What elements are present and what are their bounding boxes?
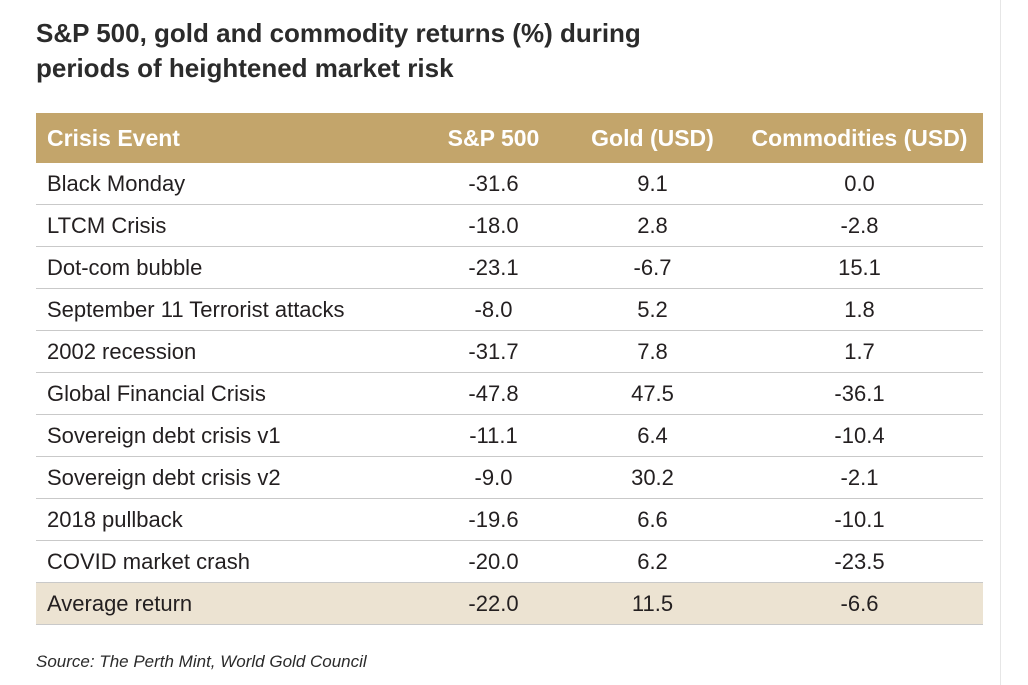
cell-crisis-event: Sovereign debt crisis v2	[36, 456, 418, 499]
table-row: LTCM Crisis -18.0 2.8 -2.8	[36, 204, 983, 247]
header-commodities: Commodities (USD)	[736, 113, 983, 163]
cell-average-gold: 11.5	[569, 582, 736, 625]
cell-gold: 47.5	[569, 372, 736, 415]
cell-sp500: -9.0	[418, 456, 569, 499]
right-divider	[1000, 0, 1001, 685]
cell-sp500: -20.0	[418, 540, 569, 583]
table-row: 2018 pullback -19.6 6.6 -10.1	[36, 498, 983, 541]
cell-commodities: -23.5	[736, 540, 983, 583]
table-row: September 11 Terrorist attacks -8.0 5.2 …	[36, 288, 983, 331]
cell-gold: 6.4	[569, 414, 736, 457]
cell-average-commodities: -6.6	[736, 582, 983, 625]
cell-crisis-event: COVID market crash	[36, 540, 418, 583]
cell-gold: -6.7	[569, 246, 736, 289]
cell-sp500: -8.0	[418, 288, 569, 331]
cell-gold: 6.2	[569, 540, 736, 583]
cell-crisis-event: Global Financial Crisis	[36, 372, 418, 415]
cell-crisis-event: September 11 Terrorist attacks	[36, 288, 418, 331]
cell-commodities: -10.4	[736, 414, 983, 457]
table-body: Black Monday -31.6 9.1 0.0 LTCM Crisis -…	[36, 163, 983, 625]
cell-commodities: 1.8	[736, 288, 983, 331]
cell-crisis-event: Sovereign debt crisis v1	[36, 414, 418, 457]
cell-sp500: -18.0	[418, 204, 569, 247]
cell-average-sp500: -22.0	[418, 582, 569, 625]
table-row: Sovereign debt crisis v1 -11.1 6.4 -10.4	[36, 414, 983, 457]
title-line-2: periods of heightened market risk	[36, 53, 454, 83]
cell-commodities: -36.1	[736, 372, 983, 415]
table-header: Crisis Event S&P 500 Gold (USD) Commodit…	[36, 113, 983, 163]
cell-commodities: -2.1	[736, 456, 983, 499]
cell-sp500: -19.6	[418, 498, 569, 541]
cell-sp500: -11.1	[418, 414, 569, 457]
header-sp500: S&P 500	[418, 113, 569, 163]
returns-table: Crisis Event S&P 500 Gold (USD) Commodit…	[36, 113, 983, 625]
table-row: Black Monday -31.6 9.1 0.0	[36, 163, 983, 205]
chart-title: S&P 500, gold and commodity returns (%) …	[36, 16, 736, 86]
cell-crisis-event: 2002 recession	[36, 330, 418, 373]
header-gold: Gold (USD)	[569, 113, 736, 163]
cell-sp500: -31.6	[418, 163, 569, 205]
cell-commodities: -10.1	[736, 498, 983, 541]
cell-gold: 7.8	[569, 330, 736, 373]
title-line-1: S&P 500, gold and commodity returns (%) …	[36, 18, 641, 48]
cell-average-label: Average return	[36, 582, 418, 625]
cell-commodities: 0.0	[736, 163, 983, 205]
source-note: Source: The Perth Mint, World Gold Counc…	[36, 652, 367, 671]
table-row: Dot-com bubble -23.1 -6.7 15.1	[36, 246, 983, 289]
cell-sp500: -47.8	[418, 372, 569, 415]
table-row: Global Financial Crisis -47.8 47.5 -36.1	[36, 372, 983, 415]
cell-sp500: -31.7	[418, 330, 569, 373]
cell-gold: 30.2	[569, 456, 736, 499]
cell-gold: 9.1	[569, 163, 736, 205]
cell-crisis-event: Black Monday	[36, 163, 418, 205]
cell-crisis-event: Dot-com bubble	[36, 246, 418, 289]
header-row: Crisis Event S&P 500 Gold (USD) Commodit…	[36, 113, 983, 163]
cell-crisis-event: LTCM Crisis	[36, 204, 418, 247]
cell-gold: 2.8	[569, 204, 736, 247]
cell-gold: 6.6	[569, 498, 736, 541]
cell-commodities: 15.1	[736, 246, 983, 289]
cell-gold: 5.2	[569, 288, 736, 331]
cell-commodities: 1.7	[736, 330, 983, 373]
cell-commodities: -2.8	[736, 204, 983, 247]
header-crisis-event: Crisis Event	[36, 113, 418, 163]
table-row: Sovereign debt crisis v2 -9.0 30.2 -2.1	[36, 456, 983, 499]
cell-crisis-event: 2018 pullback	[36, 498, 418, 541]
cell-sp500: -23.1	[418, 246, 569, 289]
table-row: COVID market crash -20.0 6.2 -23.5	[36, 540, 983, 583]
table-row: 2002 recession -31.7 7.8 1.7	[36, 330, 983, 373]
average-return-row: Average return -22.0 11.5 -6.6	[36, 582, 983, 625]
